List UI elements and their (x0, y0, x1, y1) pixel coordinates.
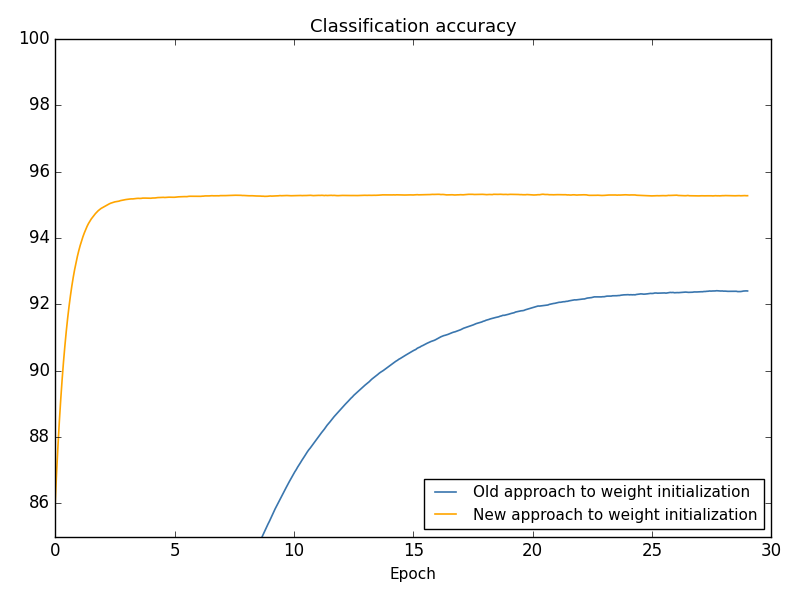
Line: New approach to weight initialization: New approach to weight initialization (55, 194, 747, 503)
New approach to weight initialization (476, 191, 486, 198)
New approach to weight initialization (462, 191, 472, 198)
Old approach to weight initialization (712, 287, 722, 295)
New approach to weight initialization (727, 192, 737, 199)
Old approach to weight initialization (534, 302, 544, 310)
New approach to weight initialization (379, 191, 389, 199)
New approach to weight initialization (425, 191, 434, 198)
New approach to weight initialization (619, 191, 629, 199)
New approach to weight initialization (50, 500, 60, 507)
X-axis label: Epoch: Epoch (390, 567, 437, 582)
Old approach to weight initialization (365, 378, 374, 385)
Line: Old approach to weight initialization: Old approach to weight initialization (186, 291, 747, 600)
Old approach to weight initialization (742, 287, 752, 295)
New approach to weight initialization (742, 192, 752, 199)
Old approach to weight initialization (249, 553, 258, 560)
Title: Classification accuracy: Classification accuracy (310, 18, 517, 36)
Old approach to weight initialization (404, 350, 414, 357)
Old approach to weight initialization (590, 293, 599, 301)
Legend: Old approach to weight initialization, New approach to weight initialization: Old approach to weight initialization, N… (424, 479, 764, 529)
New approach to weight initialization (383, 191, 393, 199)
Old approach to weight initialization (586, 294, 596, 301)
